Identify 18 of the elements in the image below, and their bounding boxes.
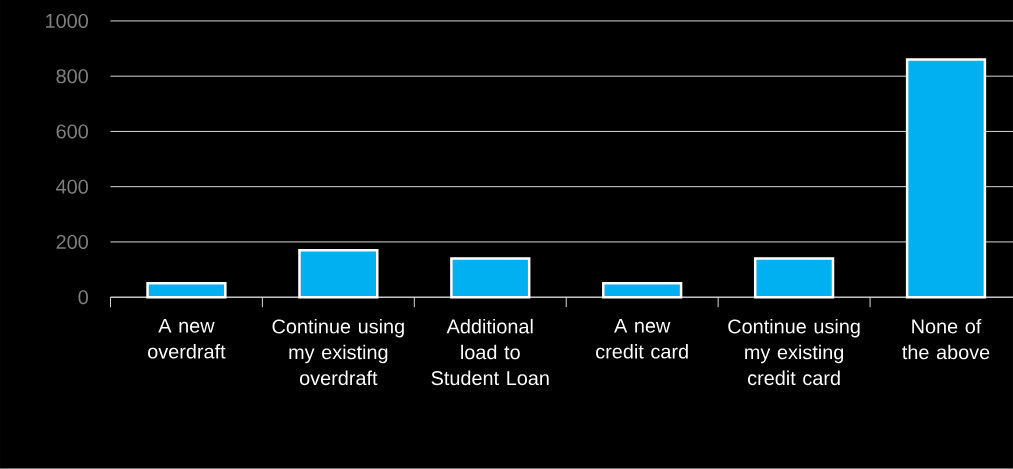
y-tick-label: 400 xyxy=(56,179,88,194)
x-tick-label: Additional load to Student Loan xyxy=(431,319,549,386)
bar xyxy=(905,58,987,299)
x-tick-label: A new credit card xyxy=(596,319,688,359)
bar xyxy=(602,282,683,299)
x-tick-label: A new overdraft xyxy=(148,319,226,359)
x-tick-label: Continue using my existing credit card xyxy=(728,319,860,386)
bar xyxy=(753,257,835,299)
y-tick-label: 600 xyxy=(56,124,88,139)
bar xyxy=(450,257,531,299)
x-tick-label: Continue using my existing overdraft xyxy=(272,319,404,386)
y-tick-label: 0 xyxy=(78,290,88,305)
y-tick-label: 1000 xyxy=(46,14,88,29)
x-tick-label: None of the above xyxy=(902,319,990,360)
bar xyxy=(146,282,227,299)
y-tick-label: 800 xyxy=(56,69,88,84)
bar xyxy=(298,249,379,299)
y-tick-label: 200 xyxy=(56,235,88,250)
